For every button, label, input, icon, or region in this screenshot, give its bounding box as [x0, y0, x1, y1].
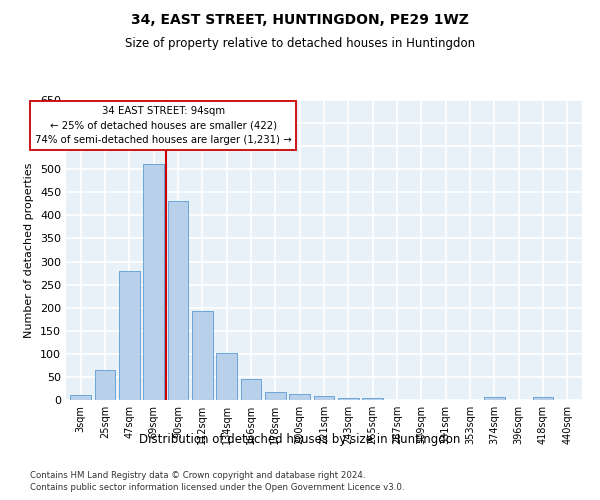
- Text: 34, EAST STREET, HUNTINGDON, PE29 1WZ: 34, EAST STREET, HUNTINGDON, PE29 1WZ: [131, 12, 469, 26]
- Bar: [216, 354, 237, 400]
- Bar: [241, 379, 262, 400]
- Bar: [362, 398, 383, 400]
- Bar: [289, 394, 310, 400]
- Text: Contains HM Land Registry data © Crown copyright and database right 2024.: Contains HM Land Registry data © Crown c…: [30, 471, 365, 480]
- Bar: [167, 200, 188, 400]
- Y-axis label: Number of detached properties: Number of detached properties: [25, 162, 34, 338]
- Bar: [192, 311, 212, 400]
- Bar: [533, 397, 553, 400]
- Bar: [338, 398, 359, 400]
- Bar: [95, 370, 115, 400]
- Text: Distribution of detached houses by size in Huntingdon: Distribution of detached houses by size …: [139, 432, 461, 446]
- Bar: [143, 164, 164, 400]
- Text: Contains public sector information licensed under the Open Government Licence v3: Contains public sector information licen…: [30, 484, 404, 492]
- Bar: [484, 397, 505, 400]
- Bar: [314, 396, 334, 400]
- Text: Size of property relative to detached houses in Huntingdon: Size of property relative to detached ho…: [125, 38, 475, 51]
- Bar: [265, 392, 286, 400]
- Text: 34 EAST STREET: 94sqm
← 25% of detached houses are smaller (422)
74% of semi-det: 34 EAST STREET: 94sqm ← 25% of detached …: [35, 106, 292, 145]
- Bar: [119, 271, 140, 400]
- Bar: [70, 396, 91, 400]
